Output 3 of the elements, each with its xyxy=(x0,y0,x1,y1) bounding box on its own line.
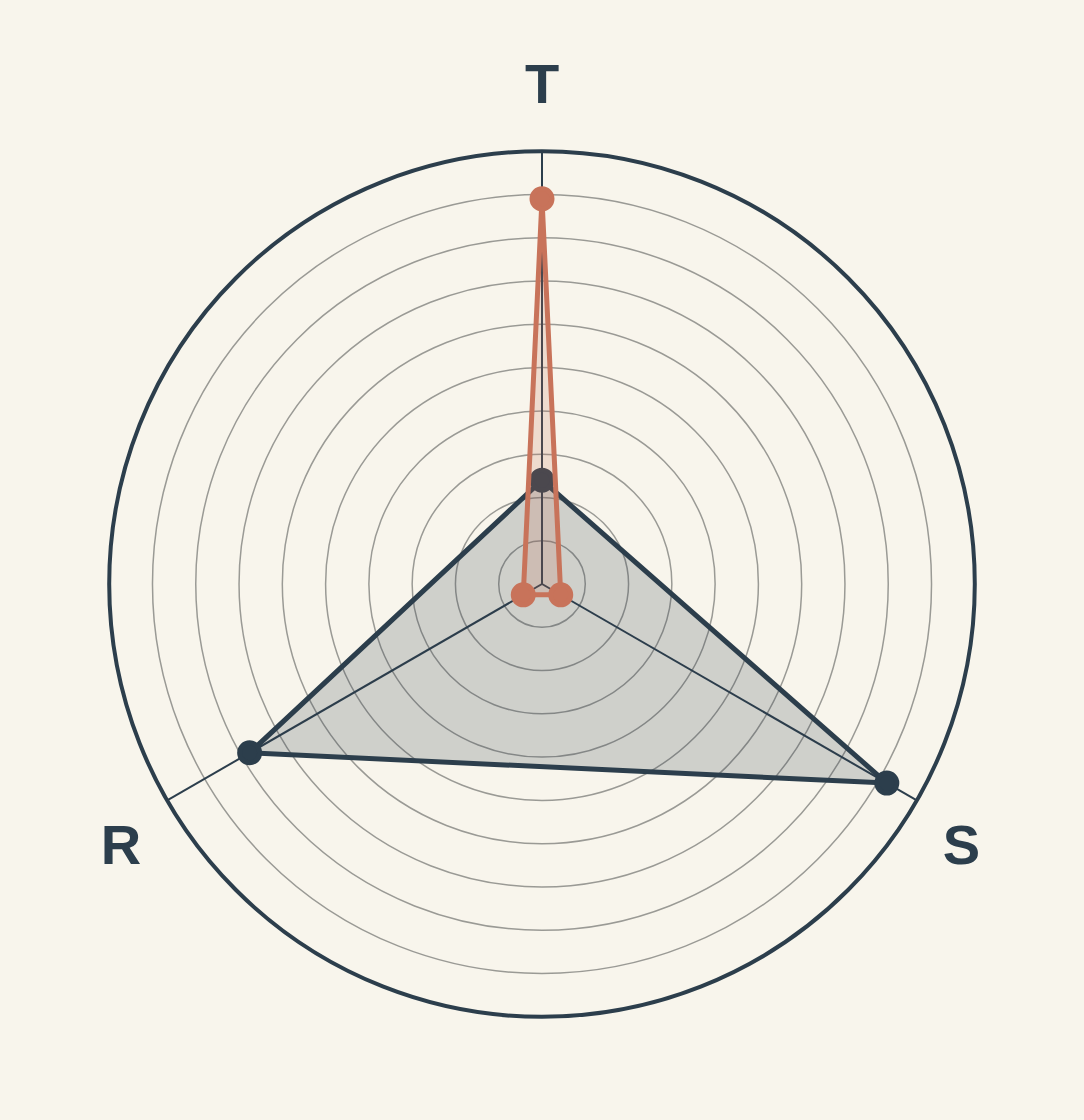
spoke-label: T xyxy=(524,52,560,116)
spoke-label: R xyxy=(100,813,142,877)
spoke-label: S xyxy=(942,813,981,877)
